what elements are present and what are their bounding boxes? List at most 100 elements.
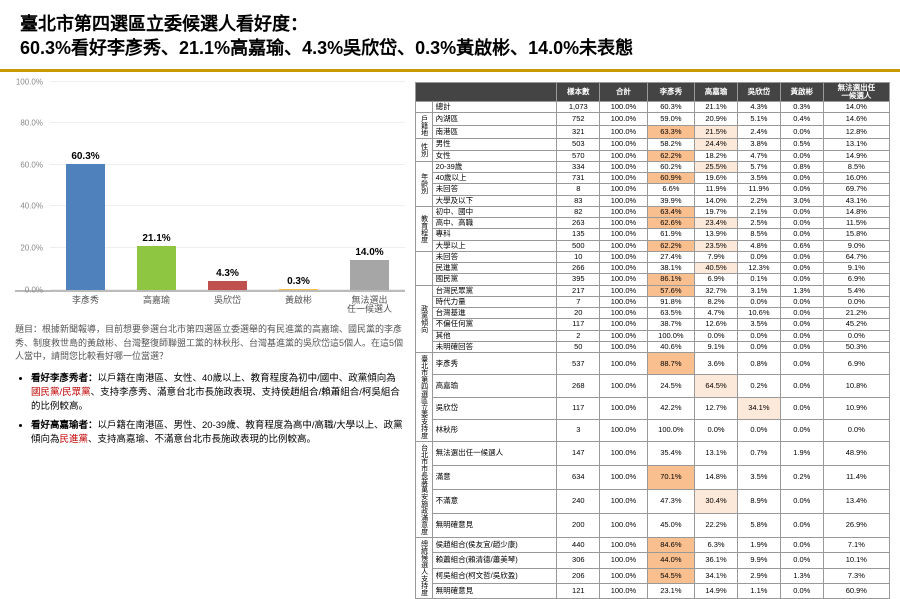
table-cell: 5.7% [737, 161, 780, 172]
table-cell: 0.0% [780, 397, 823, 419]
table-cell: 0.0% [780, 206, 823, 217]
table-cell: 0.8% [780, 161, 823, 172]
y-tick: 60.0% [20, 160, 43, 169]
survey-question: 題目：根據新聞報導，目前想要參選台北市第四選區立委選舉的有民進黨的高嘉瑜、國民黨… [15, 323, 405, 364]
table-cell: 100.0% [600, 102, 647, 113]
table-cell: 14.8% [823, 206, 889, 217]
table-cell: 7.1% [823, 538, 889, 553]
table-cell: 61.9% [647, 229, 694, 240]
bar-chart: 0.0%20.0%40.0%60.0%80.0%100.0% 60.3%21.1… [15, 82, 405, 292]
row-label: 無明確意見 [432, 583, 557, 598]
table-cell: 88.7% [647, 353, 694, 375]
table-cell: 6.9% [695, 274, 738, 285]
right-column: 樣本數合計李彥秀高嘉瑜吳欣岱黃啟彬無法選出任一候選人總計1,073100.0%6… [415, 82, 890, 599]
table-cell: 100.0% [600, 274, 647, 285]
title-line-1: 臺北市第四選區立委候選人看好度： [20, 12, 880, 36]
row-label: 無法選出任一候選人 [432, 442, 557, 466]
table-cell: 0.6% [780, 240, 823, 251]
table-cell: 14.8% [695, 466, 738, 490]
row-label: 未回答 [432, 184, 557, 195]
row-label: 高中、高職 [432, 218, 557, 229]
table-cell: 0.0% [780, 319, 823, 330]
table-row: 教育程度初中、國中82100.0%63.4%19.7%2.1%0.0%14.8% [416, 206, 890, 217]
table-cell: 2.1% [737, 206, 780, 217]
table-cell: 0.0% [780, 308, 823, 319]
table-cell: 18.2% [695, 150, 738, 161]
row-label: 國民黨 [432, 274, 557, 285]
table-cell: 0.0% [695, 330, 738, 341]
table-cell: 3.5% [737, 173, 780, 184]
table-cell: 62.2% [647, 150, 694, 161]
table-cell: 13.1% [695, 442, 738, 466]
table-cell: 100.0% [600, 206, 647, 217]
table-cell: 2 [557, 330, 600, 341]
table-cell: 0.2% [780, 466, 823, 490]
table-cell: 0.0% [823, 330, 889, 341]
table-cell: 100.0% [600, 353, 647, 375]
table-cell: 13.4% [823, 490, 889, 514]
table-cell: 38.7% [647, 319, 694, 330]
table-cell: 100.0% [600, 263, 647, 274]
bar-slot: 4.3% [192, 82, 263, 290]
table-cell: 100.0% [600, 113, 647, 126]
row-label: 20-39歲 [432, 161, 557, 172]
row-label: 賴蕭組合(賴清德/蕭美琴) [432, 553, 557, 568]
table-cell: 4.8% [737, 240, 780, 251]
table-cell: 100.0% [600, 375, 647, 397]
row-label: 南港區 [432, 126, 557, 139]
table-cell: 21.5% [695, 126, 738, 139]
table-cell: 395 [557, 274, 600, 285]
table-cell: 20 [557, 308, 600, 319]
table-cell: 48.9% [823, 442, 889, 466]
table-cell: 60.9% [647, 173, 694, 184]
table-cell: 70.1% [647, 466, 694, 490]
table-cell: 10.1% [823, 553, 889, 568]
table-cell: 60.2% [647, 161, 694, 172]
row-label: 大學及以下 [432, 195, 557, 206]
table-cell: 9.0% [823, 240, 889, 251]
table-cell: 121 [557, 583, 600, 598]
table-cell: 0.0% [780, 341, 823, 352]
row-group-header: 戶籍地 [416, 113, 433, 139]
table-cell: 14.0% [823, 102, 889, 113]
bar [137, 246, 176, 290]
table-cell: 7 [557, 296, 600, 307]
table-cell: 100.0% [600, 330, 647, 341]
table-row: 時代力量7100.0%91.8%8.2%0.0%0.0%0.0% [416, 296, 890, 307]
table-cell: 40.5% [695, 263, 738, 274]
table-cell: 10 [557, 251, 600, 262]
table-cell: 0.0% [780, 490, 823, 514]
table-cell: 63.3% [647, 126, 694, 139]
table-cell: 21.2% [823, 308, 889, 319]
table-cell: 100.0% [600, 466, 647, 490]
table-cell: 306 [557, 553, 600, 568]
table-cell: 9.1% [695, 341, 738, 352]
table-cell: 1.9% [737, 538, 780, 553]
row-label: 李彥秀 [432, 353, 557, 375]
bar-value-label: 0.3% [287, 276, 310, 287]
table-cell: 0.0% [780, 173, 823, 184]
table-cell: 19.6% [695, 173, 738, 184]
table-cell: 0.0% [823, 419, 889, 441]
row-label: 不偏任何黨 [432, 319, 557, 330]
table-cell: 6.9% [823, 353, 889, 375]
table-row: 高嘉瑜268100.0%24.5%64.5%0.2%0.0%10.8% [416, 375, 890, 397]
table-cell: 731 [557, 173, 600, 184]
table-cell: 0.0% [737, 330, 780, 341]
row-group-header [416, 251, 433, 285]
x-label: 無法選出任一候選人 [334, 296, 405, 316]
table-cell: 24.4% [695, 139, 738, 150]
table-col-header: 黃啟彬 [780, 82, 823, 102]
table-cell: 100.0% [600, 397, 647, 419]
table-cell: 22.2% [695, 514, 738, 538]
table-cell: 63.4% [647, 206, 694, 217]
table-cell: 64.7% [823, 251, 889, 262]
table-cell: 27.4% [647, 251, 694, 262]
row-group-header: 台北市市長蔣萬安施政滿意度 [416, 442, 433, 538]
table-cell: 12.7% [695, 397, 738, 419]
table-cell: 82 [557, 206, 600, 217]
table-cell: 1.3% [780, 285, 823, 296]
table-cell: 9.9% [737, 553, 780, 568]
table-cell: 45.2% [823, 319, 889, 330]
table-cell: 2.5% [737, 218, 780, 229]
